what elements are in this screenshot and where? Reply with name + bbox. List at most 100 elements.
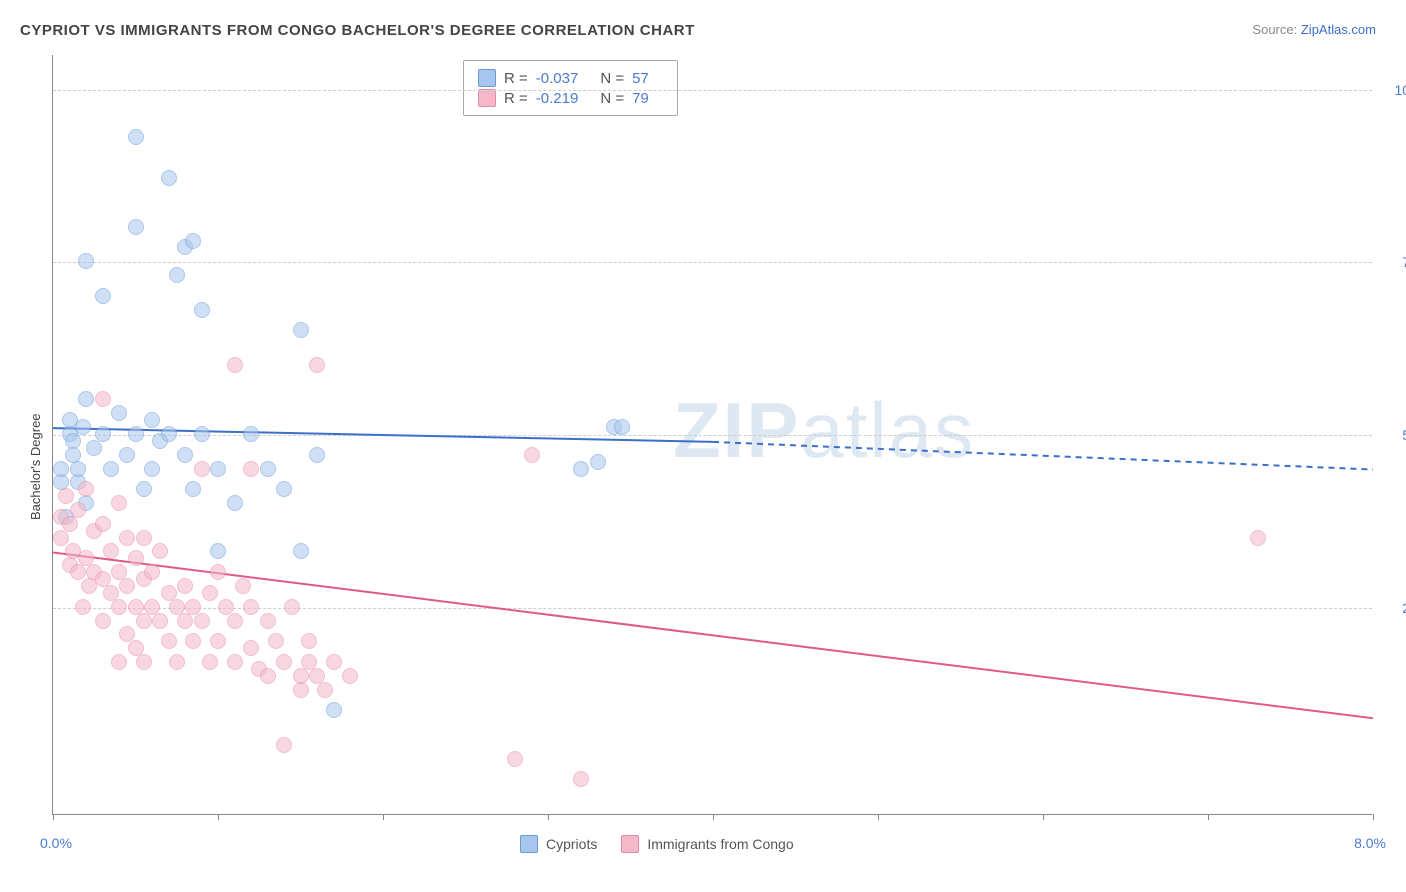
x-tick [713,814,714,820]
data-point [210,543,226,559]
source-label: Source: [1252,22,1297,37]
legend-item: Immigrants from Congo [621,835,793,853]
data-point [210,461,226,477]
data-point [268,633,284,649]
legend: Cypriots Immigrants from Congo [520,835,794,853]
r-value: -0.219 [536,90,579,107]
data-point [128,219,144,235]
data-point [152,613,168,629]
data-point [78,253,94,269]
series-swatch [478,69,496,87]
x-tick [53,814,54,820]
data-point [78,391,94,407]
data-point [276,654,292,670]
x-tick [548,814,549,820]
chart-title: CYPRIOT VS IMMIGRANTS FROM CONGO BACHELO… [20,22,695,39]
data-point [293,322,309,338]
data-point [276,737,292,753]
y-tick-label: 75.0% [1402,254,1406,270]
data-point [210,633,226,649]
data-point [194,426,210,442]
data-point [309,357,325,373]
data-point [53,530,69,546]
data-point [161,426,177,442]
data-point [243,640,259,656]
data-point [210,564,226,580]
r-label: R = [504,70,528,87]
stats-row: R =-0.219N =79 [478,89,663,107]
data-point [75,599,91,615]
data-point [128,129,144,145]
data-point [243,461,259,477]
data-point [95,391,111,407]
data-point [144,461,160,477]
stats-legend-box: R =-0.037N =57R =-0.219N =79 [463,60,678,116]
data-point [70,461,86,477]
data-point [227,495,243,511]
data-point [227,357,243,373]
data-point [62,516,78,532]
data-point [194,302,210,318]
data-point [326,654,342,670]
data-point [70,502,86,518]
data-point [169,267,185,283]
data-point [243,426,259,442]
data-point [53,461,69,477]
data-point [144,564,160,580]
data-point [111,405,127,421]
x-tick [218,814,219,820]
data-point [95,613,111,629]
n-value: 79 [632,90,649,107]
data-point [614,419,630,435]
data-point [136,613,152,629]
data-point [75,419,91,435]
data-point [152,543,168,559]
correlation-chart: CYPRIOT VS IMMIGRANTS FROM CONGO BACHELO… [0,0,1406,892]
data-point [524,447,540,463]
legend-item: Cypriots [520,835,597,853]
data-point [103,461,119,477]
data-point [260,668,276,684]
source-link[interactable]: ZipAtlas.com [1301,22,1376,37]
data-point [128,550,144,566]
data-point [144,412,160,428]
stats-row: R =-0.037N =57 [478,69,663,87]
data-point [243,599,259,615]
legend-swatch [520,835,538,853]
data-point [202,585,218,601]
y-tick-label: 50.0% [1402,427,1406,443]
data-point [177,578,193,594]
grid-line [53,262,1372,263]
data-point [95,426,111,442]
r-value: -0.037 [536,70,579,87]
data-point [573,461,589,477]
source-attribution: Source: ZipAtlas.com [1252,22,1376,37]
data-point [111,599,127,615]
plot-area: ZIPatlas R =-0.037N =57R =-0.219N =79 25… [52,55,1372,815]
x-tick [878,814,879,820]
data-point [95,516,111,532]
data-point [293,543,309,559]
data-point [103,543,119,559]
data-point [70,564,86,580]
data-point [58,488,74,504]
data-point [185,481,201,497]
data-point [202,654,218,670]
data-point [1250,530,1266,546]
watermark: ZIPatlas [673,385,975,476]
x-tick [1373,814,1374,820]
data-point [276,481,292,497]
data-point [136,481,152,497]
data-point [260,613,276,629]
n-label: N = [600,70,624,87]
data-point [119,530,135,546]
data-point [86,440,102,456]
series-swatch [478,89,496,107]
x-tick [383,814,384,820]
grid-line [53,90,1372,91]
x-tick-label-max: 8.0% [1354,835,1386,851]
data-point [260,461,276,477]
x-tick-label-min: 0.0% [40,835,72,851]
x-tick [1043,814,1044,820]
data-point [119,447,135,463]
